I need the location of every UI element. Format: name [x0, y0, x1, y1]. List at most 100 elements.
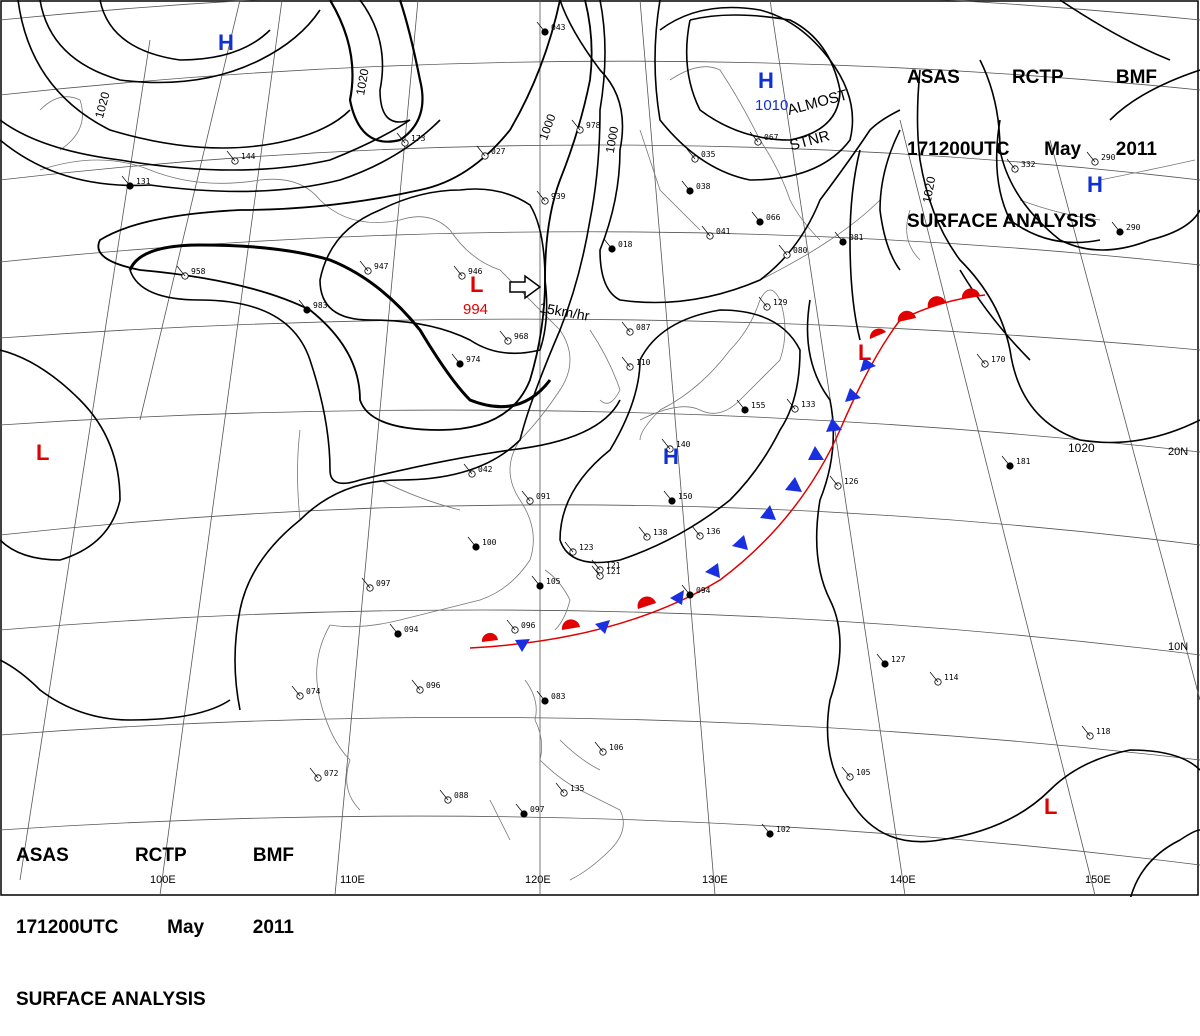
high-pressure-center: H [758, 68, 774, 93]
warm-front-markers [481, 288, 980, 642]
wind-barb [1111, 221, 1121, 233]
wind-barb [411, 679, 421, 691]
station-pressure-label: 094 [404, 625, 419, 634]
meridian-grid [19, 0, 1200, 896]
station-pressure-label: 094 [696, 586, 711, 595]
wind-barb [121, 175, 131, 187]
station-pressure-label: 958 [191, 267, 206, 276]
header-code: BMF [1115, 67, 1157, 88]
header-year: 2011 [1115, 139, 1157, 160]
station-pressure-label: 155 [751, 401, 766, 410]
wind-barb [758, 296, 768, 308]
wind-barb [841, 766, 851, 778]
wind-barb [1006, 158, 1016, 170]
header-time: 171200UTC [16, 917, 119, 938]
station-pressure-label: 290 [1126, 223, 1141, 232]
station-pressure-label: 081 [849, 233, 864, 242]
station-pressure-label: 173 [411, 134, 426, 143]
wind-barb [686, 148, 696, 160]
wind-barb [467, 536, 477, 548]
wind-barb [453, 265, 463, 277]
low-pressure-center: L [1044, 794, 1057, 819]
station-pressure-label: 946 [468, 267, 483, 276]
wind-barb [621, 321, 631, 333]
wind-barb [555, 782, 565, 794]
header-top-line2: 171200UTC May 2011 [907, 138, 1157, 162]
isobar-label: 1020 [92, 90, 113, 120]
header-top-title: SURFACE ANALYSIS [907, 211, 1097, 232]
wind-barb [736, 399, 746, 411]
header-bottom-line2: 171200UTC May 2011 [16, 916, 294, 940]
wind-barb [515, 803, 525, 815]
station-pressure-label: 105 [546, 577, 561, 586]
header-bottom: ASAS RCTP BMF 171200UTC May 2011 SURFACE… [16, 796, 294, 1036]
wind-barb [661, 438, 671, 450]
wind-barb [291, 685, 301, 697]
wind-barb [506, 619, 516, 631]
wind-barb [536, 21, 546, 33]
surface-analysis-map: 1020 1020 1000 1000 1020 1020 [0, 0, 1200, 897]
isobars [0, 0, 1200, 897]
lat-label: 10N [1168, 641, 1188, 653]
wind-barb [786, 398, 796, 410]
station-pressure-label: 105 [856, 768, 871, 777]
wind-barb [298, 299, 308, 311]
header-top: ASAS RCTP BMF 171200UTC May 2011 SURFACE… [907, 18, 1157, 258]
station-pressure-label: 150 [678, 492, 693, 501]
station-pressure-label: 096 [426, 681, 441, 690]
wind-barb [591, 559, 601, 571]
lon-label: 130E [702, 874, 728, 886]
station-pressure-label: 018 [618, 240, 633, 249]
station-pressure-label: 110 [636, 358, 651, 367]
high-pressure-center: H [1087, 172, 1103, 197]
wind-barb [531, 575, 541, 587]
wind-barb [976, 353, 986, 365]
wind-barb [749, 131, 759, 143]
station-pressure-label: 974 [466, 355, 481, 364]
station-pressure-label: 121 [606, 567, 621, 576]
header-code: RCTP [1011, 67, 1064, 88]
high-pressure-center: H [218, 30, 234, 55]
isobar-labels: 1020 1020 1000 1000 1020 1020 [92, 67, 1095, 455]
station-pressure-label: 136 [706, 527, 721, 536]
header-year: 2011 [252, 917, 294, 938]
wind-barb [521, 490, 531, 502]
lon-label: 150E [1085, 874, 1111, 886]
station-pressure-label: 126 [844, 477, 859, 486]
wind-barb [829, 475, 839, 487]
station-pressure-label: 127 [891, 655, 906, 664]
station-pressure-label: 138 [653, 528, 668, 537]
wind-barb [681, 180, 691, 192]
station-pressure-label: 983 [313, 301, 328, 310]
station-pressure-label: 123 [579, 543, 594, 552]
wind-barb [876, 653, 886, 665]
station-pressure-label: 088 [454, 791, 469, 800]
wind-barb [499, 330, 509, 342]
low-pressure-center: L [36, 440, 49, 465]
low-pressure-center: L [470, 272, 483, 297]
wind-barb [476, 145, 486, 157]
station-pressure-label: 114 [944, 673, 959, 682]
station-pressure-label: 129 [773, 298, 788, 307]
station-pressure-label: 096 [521, 621, 536, 630]
coastlines [39, 66, 1196, 881]
movement-arrow [509, 274, 542, 300]
station-pressure-label: 144 [241, 152, 256, 161]
station-pressure-label: 042 [478, 465, 493, 474]
wind-barb [463, 463, 473, 475]
station-pressure-label: 290 [1101, 153, 1116, 162]
wind-barb [761, 823, 771, 835]
low-pressure-value: 994 [463, 301, 488, 318]
wind-barb [681, 584, 691, 596]
station-pressure-label: 121 [606, 561, 621, 570]
station-pressure-label: 947 [374, 262, 389, 271]
station-pressure-label: 083 [551, 692, 566, 701]
station-pressure-label: 080 [793, 246, 808, 255]
grid-labels: 100E 110E 120E 130E 140E 150E 20N 10N [150, 446, 1188, 886]
station-pressure-label: 072 [324, 769, 339, 778]
station-pressure-label: 067 [764, 133, 779, 142]
wind-barb [1081, 725, 1091, 737]
header-time: 171200UTC [907, 139, 1010, 160]
station-pressure-label: 978 [586, 121, 601, 130]
station-pressure-label: 038 [696, 182, 711, 191]
